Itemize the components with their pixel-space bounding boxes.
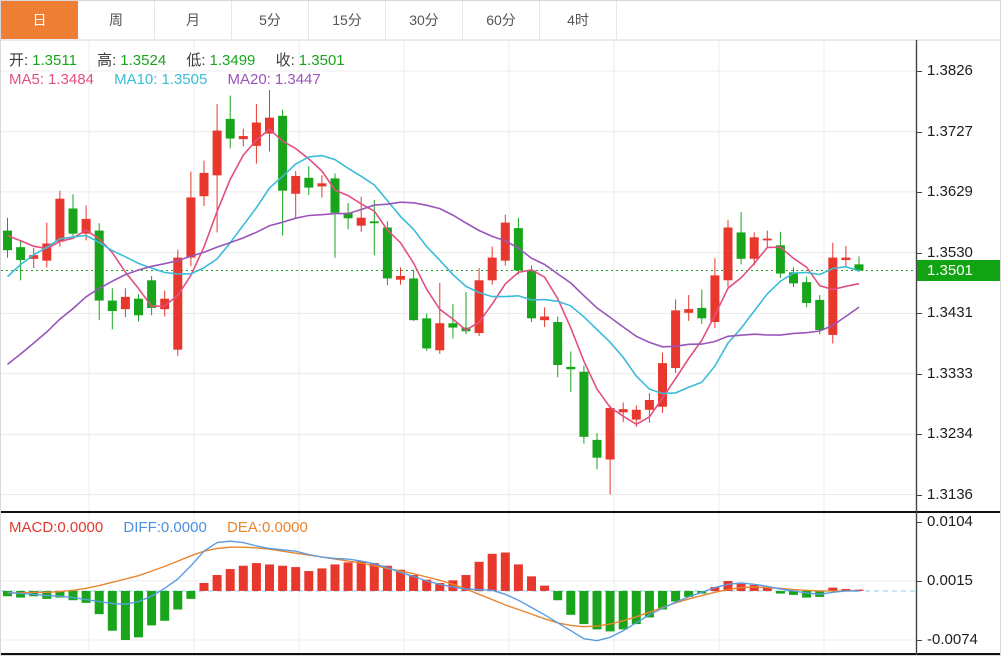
axis-tick: [916, 434, 922, 436]
axis-tick: [916, 373, 922, 375]
axis-tick: [916, 494, 922, 496]
price-axis-label: 1.3629: [916, 183, 1000, 201]
high-readout: 高: 1.3524: [97, 52, 167, 69]
price-axis-label: 1.3727: [916, 123, 1000, 141]
ma10-readout: MA10: 1.3505: [114, 71, 208, 88]
tab-5min[interactable]: 5分: [232, 1, 309, 39]
tab-15min[interactable]: 15分: [309, 1, 386, 39]
tab-week[interactable]: 周: [78, 1, 155, 39]
axis-tick: [916, 640, 922, 641]
axis-tick: [916, 252, 922, 254]
close-readout: 收: 1.3501: [275, 52, 345, 69]
open-readout: 开: 1.3511: [9, 52, 77, 69]
current-price-badge: 1.3501: [917, 259, 1000, 281]
ohlc-legend: 开: 1.3511 高: 1.3524 低: 1.3499 收: 1.3501: [9, 49, 361, 70]
axis-tick: [916, 71, 922, 72]
tab-4hour[interactable]: 4时: [540, 1, 617, 39]
macd-legend: MACD:0.0000 DIFF:0.0000 DEA:0.0000: [9, 519, 324, 536]
price-axis[interactable]: 1.3826 1.3727 1.3629 1.3530 1.3431 1.3333 1.32…: [916, 39, 1000, 655]
price-axis-label: 1.3333: [916, 365, 1000, 383]
macd-readout: MACD:0.0000: [9, 519, 104, 536]
price-axis-label: 1.3234: [916, 425, 1000, 443]
axis-tick: [916, 522, 922, 523]
price-axis-label: 0.0015: [916, 572, 1000, 590]
price-axis-label: -0.0074: [916, 631, 1000, 649]
axis-tick: [916, 131, 922, 133]
axis-tick: [916, 313, 922, 315]
tab-month[interactable]: 月: [155, 1, 232, 39]
tab-day[interactable]: 日: [1, 1, 78, 39]
price-axis-label: 1.3530: [916, 244, 1000, 262]
low-readout: 低: 1.3499: [186, 52, 256, 69]
tab-60min[interactable]: 60分: [463, 1, 540, 39]
price-axis-label: 1.3826: [916, 62, 1000, 80]
price-axis-label: 0.0104: [916, 513, 1000, 531]
axis-tick: [916, 191, 922, 193]
ma5-readout: MA5: 1.3484: [9, 71, 94, 88]
diff-readout: DIFF:0.0000: [123, 519, 207, 536]
tab-30min[interactable]: 30分: [386, 1, 463, 39]
ma-legend: MA5: 1.3484 MA10: 1.3505 MA20: 1.3447: [9, 71, 337, 88]
timeframe-tabbar: 日 周 月 5分 15分 30分 60分 4时: [1, 1, 1000, 40]
ma20-readout: MA20: 1.3447: [227, 71, 321, 88]
price-axis-label: 1.3431: [916, 304, 1000, 322]
price-axis-label: 1.3136: [916, 486, 1000, 504]
dea-readout: DEA:0.0000: [226, 519, 308, 536]
axis-tick: [916, 581, 922, 582]
